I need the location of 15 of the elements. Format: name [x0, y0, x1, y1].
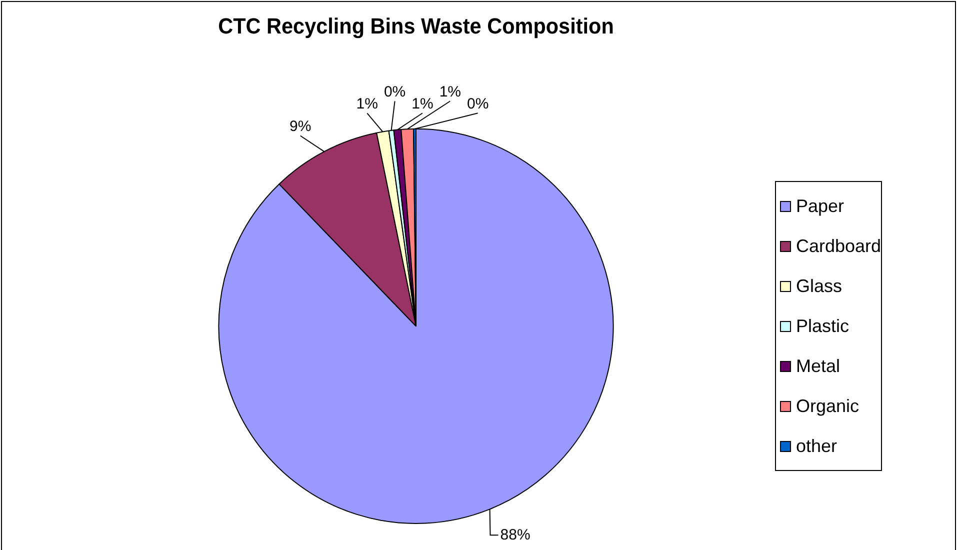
data-label: 1% — [412, 95, 434, 112]
legend-label: Glass — [796, 276, 842, 296]
legend-label: Metal — [796, 356, 840, 376]
data-label: 9% — [290, 118, 312, 135]
legend-label: Cardboard — [796, 236, 882, 256]
data-label: 1% — [356, 95, 378, 112]
data-label: 88% — [500, 526, 530, 544]
chart-title: CTC Recycling Bins Waste Composition — [218, 14, 614, 38]
legend-label: Plastic — [796, 316, 850, 336]
data-label: 0% — [384, 83, 406, 100]
data-label: 1% — [439, 83, 462, 100]
legend-label: Paper — [796, 196, 844, 216]
legend-label: Organic — [796, 396, 860, 416]
legend-label: other — [796, 436, 838, 456]
data-label: 0% — [467, 95, 489, 112]
